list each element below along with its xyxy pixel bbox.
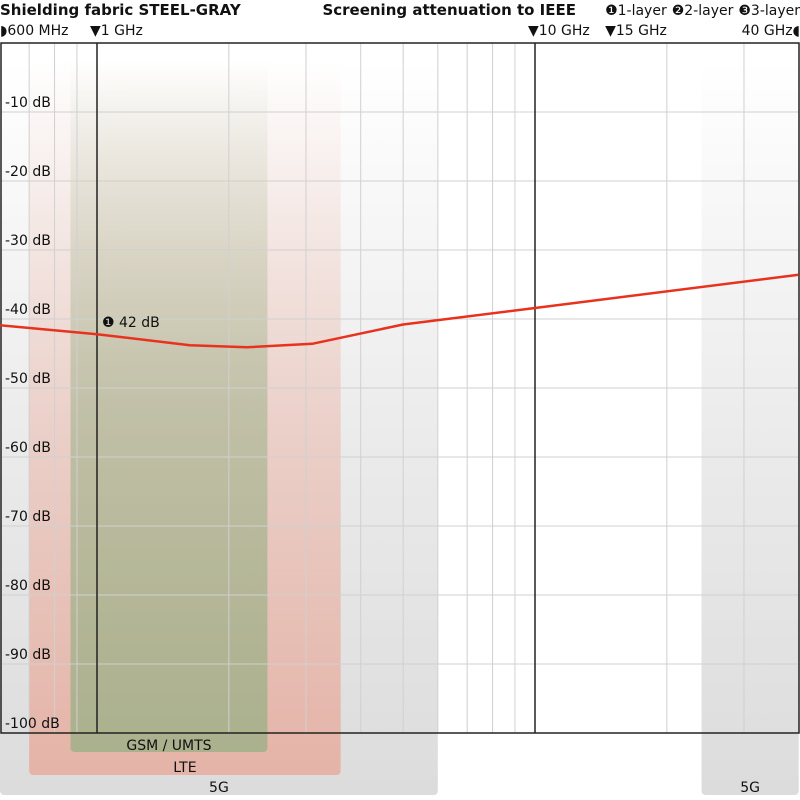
y-tick-label: -90 dB <box>5 647 51 663</box>
plot-frame <box>0 42 800 734</box>
band-label: 5G <box>740 780 760 796</box>
y-tick-label: -100 dB <box>5 716 60 732</box>
y-tick-label: -70 dB <box>5 509 51 525</box>
annotation-label: ❶ 42 dB <box>102 315 160 331</box>
chart-title: Shielding fabric STEEL-GRAY <box>0 1 242 19</box>
x-marker-label: 40 GHz◖ <box>742 23 800 39</box>
y-tick-label: -50 dB <box>5 371 51 387</box>
y-tick-label: -30 dB <box>5 233 51 249</box>
x-marker-label: ◗600 MHz <box>0 23 69 39</box>
x-marker-label: ▼10 GHz <box>528 23 590 39</box>
band-label: GSM / UMTS <box>126 738 211 754</box>
band-label: LTE <box>173 760 196 776</box>
x-marker-label: ▼1 GHz <box>90 23 143 39</box>
y-tick-label: -20 dB <box>5 164 51 180</box>
x-marker-label: ▼15 GHz <box>605 23 667 39</box>
y-tick-label: -80 dB <box>5 578 51 594</box>
legend-item-2-layer: ❷2-layer <box>672 3 734 19</box>
y-tick-label: -60 dB <box>5 440 51 456</box>
legend-item-1-layer: ❶1-layer <box>605 3 667 19</box>
series-line-1-layer <box>0 273 799 349</box>
band-label: 5G <box>209 780 229 796</box>
legend-item-3-layer: ❸3-layer <box>738 3 800 19</box>
y-tick-label: -40 dB <box>5 302 51 318</box>
band-gsm-umts <box>70 60 268 752</box>
chart-subtitle: Screening attenuation to IEEE <box>322 1 576 19</box>
y-tick-label: -10 dB <box>5 95 51 111</box>
band-5g <box>701 60 799 795</box>
